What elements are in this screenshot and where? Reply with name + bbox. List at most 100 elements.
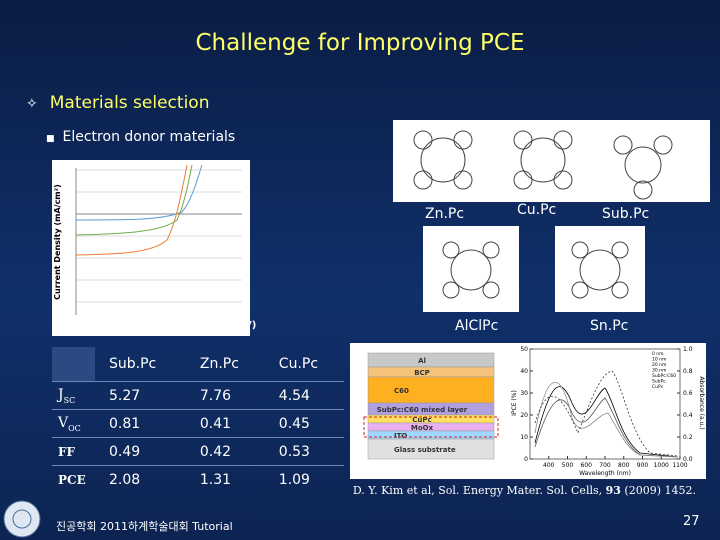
bullet-text: Materials selection: [49, 93, 210, 113]
row-label-main: FF: [58, 444, 76, 459]
layer-label: ITO: [394, 432, 407, 440]
row-label: FF: [52, 437, 95, 466]
row-label-sub: SC: [63, 395, 76, 405]
molecule-label: AlClPc: [455, 318, 499, 334]
legend-entry: SubPc: [652, 379, 666, 385]
cell: 0.41: [185, 409, 265, 438]
y2-tick-label: 0.0: [683, 456, 693, 463]
cell: 0.42: [185, 437, 265, 466]
molecules: [393, 120, 710, 312]
layer-label: C60: [394, 387, 409, 395]
molecule-label: Sn.Pc: [590, 318, 629, 334]
logo: [3, 500, 41, 538]
legend-entry: 10 nm: [652, 357, 666, 363]
row: PCE 2.08 1.31 1.09: [52, 465, 344, 493]
y2-axis-label: Absorbance (a.u.): [698, 376, 705, 429]
cell: 0.49: [95, 437, 186, 466]
y-tick-label: 0: [524, 456, 528, 463]
curve: [75, 164, 188, 256]
layer-label: MoOx: [411, 424, 434, 432]
molecule-label: Sub.Pc: [602, 206, 650, 222]
table: Sub.Pc Zn.Pc Cu.Pc JSC 5.27 7.76 4.54 VOC 0.81 0.…: [52, 347, 344, 493]
cell: 5.27: [95, 381, 186, 410]
y-tick-label: 50: [520, 346, 528, 353]
decorative-curve: [534, 386, 679, 458]
y2-tick-label: 0.4: [683, 412, 693, 419]
citation-text: D. Y. Kim et al, Sol. Energy Mater. Sol.…: [352, 484, 606, 497]
cell: 1.09: [264, 465, 344, 493]
row-label: PCE: [52, 465, 95, 493]
header-cell: Cu.Pc: [278, 356, 319, 372]
cell: 4.54: [264, 381, 344, 410]
legend-entry: CuPc: [652, 384, 664, 390]
row: JSC 5.27 7.76 4.54: [52, 381, 344, 410]
row-label: VOC: [52, 409, 95, 438]
header-cell: Zn.Pc: [199, 356, 239, 372]
decorative-curve: [534, 370, 679, 457]
citation: D. Y. Kim et al, Sol. Energy Mater. Sol.…: [353, 484, 696, 497]
y2-tick-label: 1.0: [683, 346, 693, 353]
x-axis-label: Wavelength (nm): [579, 470, 631, 477]
y2-tick-label: 0.2: [683, 434, 693, 441]
x-tick-label: 500: [562, 462, 574, 469]
x-tick-label: 700: [599, 462, 611, 469]
cell: 0.53: [264, 437, 344, 466]
legend-entry: SubPc:C60: [652, 373, 676, 379]
layer: [367, 366, 495, 378]
decorative-curve: [534, 381, 679, 458]
jv-chart: Current Density (mA/cm²): [52, 160, 250, 336]
x-tick-label: 600: [581, 462, 593, 469]
layer-label: SubPc:C60 mixed layer: [377, 406, 468, 414]
cell: 2.08: [95, 465, 186, 493]
cell: 7.76: [185, 381, 265, 410]
corner: [52, 347, 95, 382]
legend-entry: 30 nm: [652, 368, 666, 374]
layer-label: Al: [418, 357, 426, 365]
x-tick-label: 400: [543, 462, 555, 469]
row-label-main: PCE: [58, 472, 86, 487]
y-tick-label: 20: [520, 412, 528, 419]
row: VOC 0.81 0.41 0.45: [52, 409, 344, 438]
row: FF 0.49 0.42 0.53: [52, 437, 344, 466]
layer: [367, 430, 495, 440]
molecule-label: Zn.Pc: [425, 206, 465, 222]
cell: 0.45: [264, 409, 344, 438]
header-cell: Sub.Pc: [109, 356, 157, 372]
bullet: ✧ Materials selection: [26, 93, 210, 113]
row-label-main: V: [58, 414, 69, 431]
footer-text: 진공학회 2011하계학술대회 Tutorial: [56, 520, 233, 533]
layer: [367, 376, 495, 404]
y2-tick-label: 0.6: [683, 390, 693, 397]
legend-entry: 0 nm: [652, 351, 664, 357]
x-axis-label: Voltage (V): [193, 320, 257, 331]
layer-label: CuPc: [412, 416, 431, 424]
title: Challenge for Improving PCE: [195, 30, 525, 56]
row-label-sub: OC: [68, 423, 81, 433]
curve: [75, 164, 203, 221]
row-label: JSC: [52, 381, 95, 410]
layer: [367, 352, 495, 368]
layer: [367, 438, 495, 460]
layer-label: Glass substrate: [394, 446, 456, 454]
y-axis-label: Current Density (mA/cm²): [53, 184, 62, 300]
curve: [75, 164, 193, 236]
y2-tick-label: 0.8: [683, 368, 693, 375]
molecule-label: Cu.Pc: [517, 202, 557, 218]
cell: 0.81: [95, 409, 186, 438]
y-tick-label: 30: [520, 390, 528, 397]
highlight: [363, 416, 499, 438]
cell: 1.31: [185, 465, 265, 493]
citation-volume: 93: [605, 484, 621, 497]
y-axis-label: IPCE (%): [511, 390, 518, 416]
y-tick-label: 10: [520, 434, 528, 441]
y-tick-label: 40: [520, 368, 528, 375]
x-tick-label: 800: [618, 462, 630, 469]
x-tick-label: 900: [637, 462, 649, 469]
sub-bullet: ■ Electron donor materials: [46, 129, 236, 145]
sub-bullet-text: Electron donor materials: [62, 129, 236, 145]
legend-entry: 20 nm: [652, 362, 666, 368]
header-row: Sub.Pc Zn.Pc Cu.Pc: [52, 347, 344, 382]
layer-label: BCP: [414, 369, 430, 377]
